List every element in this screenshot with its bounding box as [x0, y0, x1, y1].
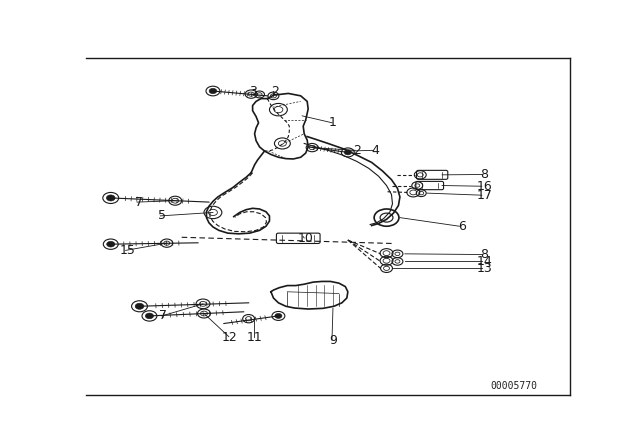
Circle shape — [106, 195, 115, 201]
Circle shape — [275, 314, 282, 319]
Text: 7: 7 — [159, 310, 167, 323]
Circle shape — [344, 150, 351, 155]
Text: 4: 4 — [371, 144, 379, 157]
Text: 7: 7 — [134, 196, 143, 209]
Text: 2: 2 — [353, 144, 361, 157]
Text: 9: 9 — [329, 334, 337, 347]
Circle shape — [107, 241, 115, 247]
Text: 17: 17 — [476, 189, 492, 202]
Text: 3: 3 — [249, 85, 257, 98]
Text: 2: 2 — [271, 85, 279, 98]
Text: 14: 14 — [476, 255, 492, 268]
Text: 15: 15 — [119, 244, 135, 257]
Text: 1: 1 — [329, 116, 337, 129]
Text: 8: 8 — [480, 248, 488, 261]
Circle shape — [135, 303, 144, 309]
Circle shape — [209, 88, 217, 94]
Text: 10: 10 — [298, 232, 314, 245]
Text: 11: 11 — [246, 331, 262, 344]
Text: 00005770: 00005770 — [490, 381, 538, 391]
Circle shape — [145, 313, 154, 319]
Text: 16: 16 — [476, 180, 492, 193]
Text: 6: 6 — [458, 220, 466, 233]
Text: 12: 12 — [222, 331, 237, 344]
Text: 8: 8 — [480, 168, 488, 181]
Text: 13: 13 — [476, 262, 492, 275]
Text: 5: 5 — [158, 209, 166, 222]
